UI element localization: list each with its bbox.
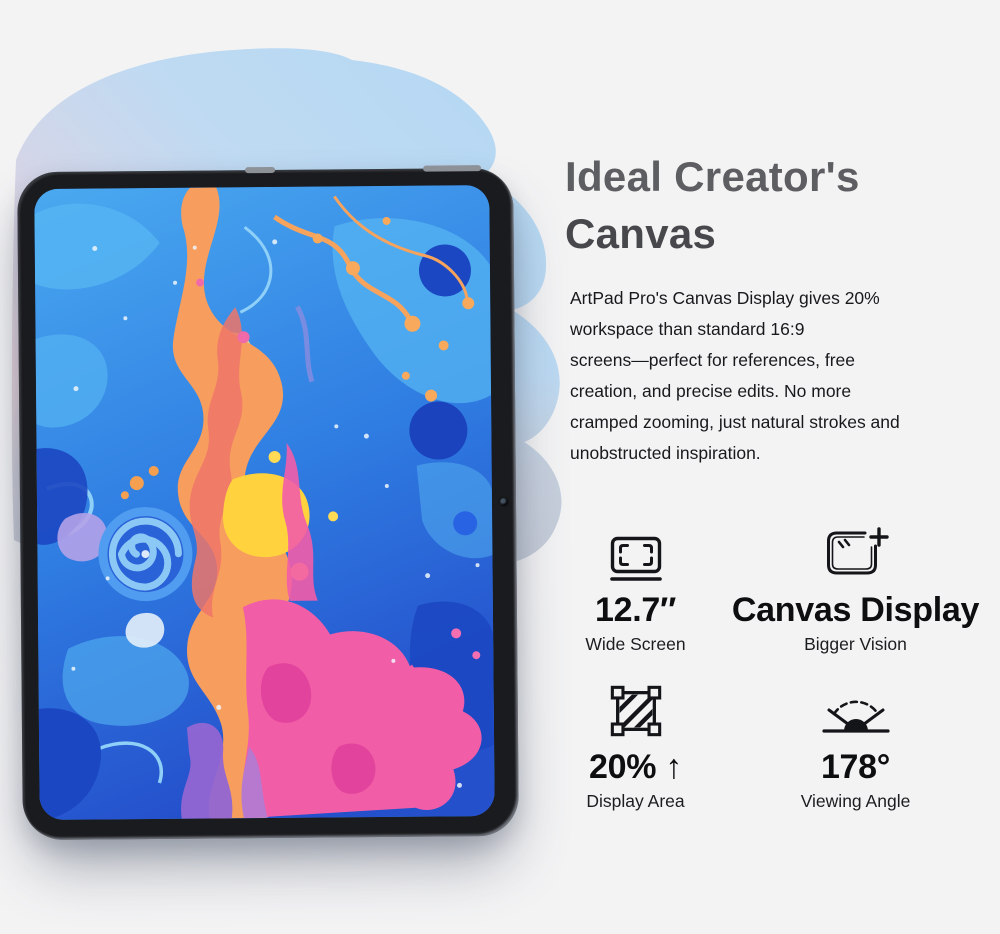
display-area-icon bbox=[608, 681, 664, 739]
intro-line: ArtPad Pro's Canvas Display gives 20% bbox=[570, 288, 880, 308]
intro-line: cramped zooming, just natural strokes an… bbox=[570, 412, 900, 432]
spec-value: 178° bbox=[820, 748, 891, 786]
screen-artwork bbox=[34, 185, 495, 821]
spec-label: Display Area bbox=[586, 791, 685, 811]
tablet-volume-button bbox=[245, 166, 276, 174]
spec-label: Wide Screen bbox=[585, 634, 686, 654]
intro-line: workspace than standard 16:9 bbox=[570, 319, 805, 339]
spec-label: Viewing Angle bbox=[800, 791, 911, 811]
spec-item-display-area: 20% ↑ Display Area bbox=[586, 681, 685, 812]
tablet-power-button bbox=[423, 165, 482, 172]
tablet-screen bbox=[34, 185, 495, 821]
front-camera-icon bbox=[499, 497, 509, 506]
intro-line: unobstructed inspiration. bbox=[570, 443, 761, 463]
intro-paragraph: ArtPad Pro's Canvas Display gives 20% wo… bbox=[570, 283, 900, 469]
intro-line: screens—perfect for references, free bbox=[570, 350, 855, 370]
spec-item-wide-screen: 12.7″ Wide Screen bbox=[585, 524, 686, 655]
title-line-1: Ideal Creator's bbox=[565, 153, 860, 200]
intro-line: creation, and precise edits. No more bbox=[570, 381, 852, 401]
spec-label: Bigger Vision bbox=[804, 634, 907, 654]
specs-grid: 12.7″ Wide Screen Canvas Display Bigger … bbox=[558, 524, 998, 812]
widescreen-icon bbox=[609, 524, 662, 582]
spec-value: Canvas Display bbox=[731, 591, 980, 629]
title-line-2: Canvas bbox=[565, 210, 717, 257]
tablet-frame bbox=[17, 165, 519, 841]
canvas-display-icon bbox=[823, 524, 889, 582]
spec-value: 12.7″ bbox=[595, 591, 676, 629]
spec-item-canvas-display: Canvas Display Bigger Vision bbox=[732, 524, 979, 655]
spec-value: 20% ↑ bbox=[589, 748, 682, 786]
viewing-angle-icon bbox=[821, 681, 891, 739]
spec-item-viewing-angle: 178° Viewing Angle bbox=[800, 681, 911, 812]
page-title: Ideal Creator's Canvas bbox=[565, 148, 860, 262]
